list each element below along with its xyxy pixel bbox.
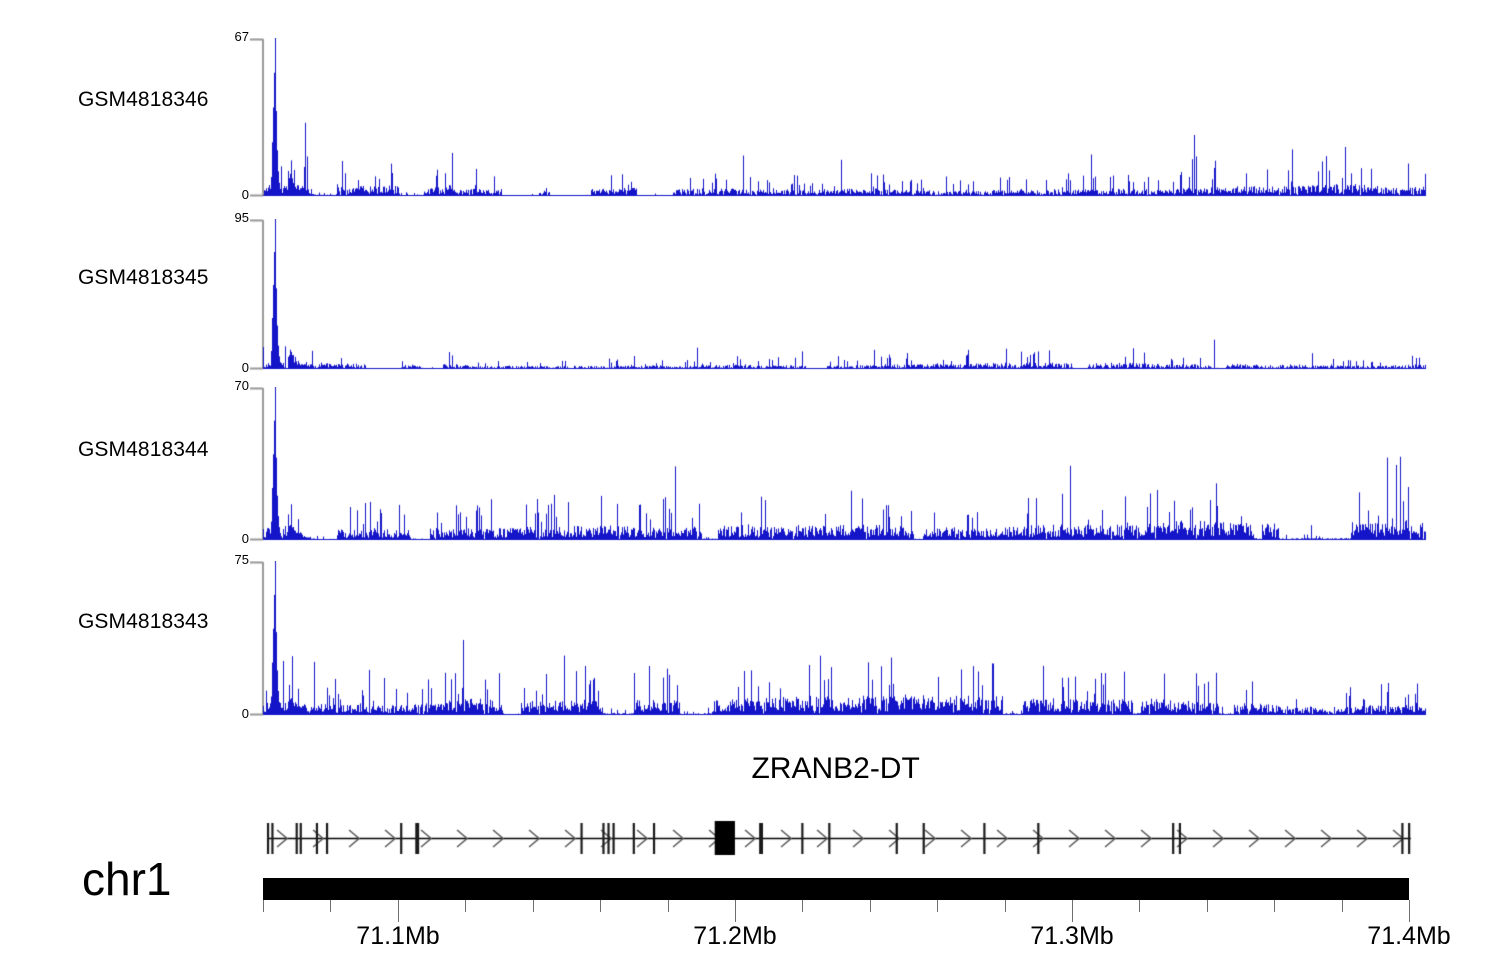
axis-min-label: 0 [241, 187, 249, 202]
ruler-minor-tick [1139, 900, 1140, 912]
ruler-minor-tick [533, 900, 534, 912]
axis-max-label: 67 [234, 29, 249, 44]
ruler-minor-tick [802, 900, 803, 912]
track-sample-label: GSM4818344 [78, 438, 209, 461]
track-sample-label: GSM4818346 [78, 88, 209, 111]
ruler-minor-tick [1005, 900, 1006, 912]
axis-min-label: 0 [241, 360, 249, 375]
axis-max-label: 95 [234, 210, 249, 225]
ruler-tick-label: 71.3Mb [1030, 922, 1114, 950]
ruler-tick-label: 71.4Mb [1367, 922, 1451, 950]
ruler-minor-tick [465, 900, 466, 912]
ruler-minor-tick [1207, 900, 1208, 912]
chromosome-label: chr1 [82, 853, 172, 905]
ruler-major-tick [398, 900, 399, 922]
axis-min-label: 0 [241, 531, 249, 546]
ruler-tick-label: 71.1Mb [356, 922, 440, 950]
coverage-plot-canvas[interactable] [247, 219, 1430, 375]
ruler-minor-tick [1342, 900, 1343, 912]
track-sample-label: GSM4818343 [78, 610, 209, 633]
ruler-minor-tick [937, 900, 938, 912]
gene-model-canvas[interactable] [253, 808, 1436, 868]
ruler-major-tick [1409, 900, 1410, 922]
ruler-minor-tick [600, 900, 601, 912]
ruler-minor-tick [668, 900, 669, 912]
ruler-major-tick [735, 900, 736, 922]
ruler-major-tick [1072, 900, 1073, 922]
track-sample-label: GSM4818345 [78, 266, 209, 289]
axis-min-label: 0 [241, 706, 249, 721]
gene-name-label: ZRANB2-DT [751, 752, 920, 785]
coverage-plot-canvas[interactable] [247, 561, 1430, 721]
axis-max-label: 70 [234, 378, 249, 393]
ruler-tick-label: 71.2Mb [693, 922, 777, 950]
coverage-plot-canvas[interactable] [247, 387, 1430, 546]
coverage-plot-canvas[interactable] [247, 38, 1430, 202]
ruler-minor-tick [1274, 900, 1275, 912]
chromosome-bar [263, 878, 1410, 900]
axis-max-label: 75 [234, 552, 249, 567]
ruler-minor-tick [263, 900, 264, 912]
ruler-minor-tick [870, 900, 871, 912]
ruler-minor-tick [330, 900, 331, 912]
